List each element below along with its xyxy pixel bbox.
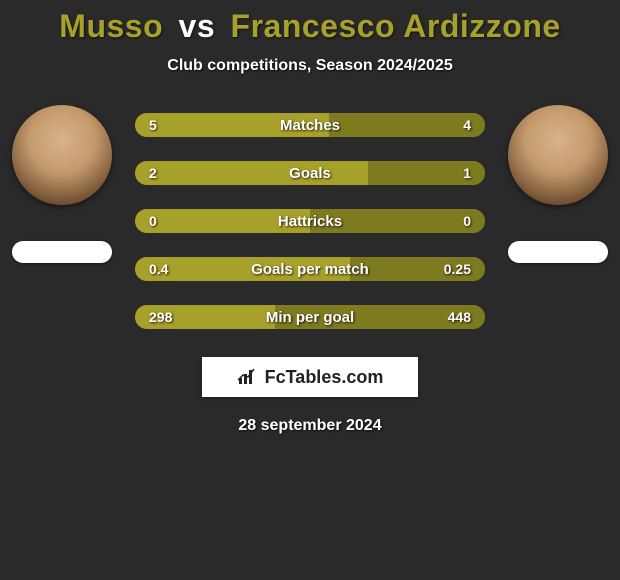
player-a-avatar — [12, 105, 112, 205]
player-a-name: Musso — [59, 8, 163, 44]
stat-bar: 54Matches — [135, 113, 485, 137]
comparison-infographic: Musso vs Francesco Ardizzone Club compet… — [0, 0, 620, 435]
player-a-column — [7, 105, 117, 263]
stat-bar-right-fill — [329, 113, 485, 137]
player-b-column — [503, 105, 613, 263]
player-b-country-pill — [508, 241, 608, 263]
stat-value-left: 5 — [149, 113, 157, 137]
player-a-country-pill — [12, 241, 112, 263]
stat-bar: 21Goals — [135, 161, 485, 185]
player-b-name: Francesco Ardizzone — [231, 8, 561, 44]
stat-bar-left-fill — [135, 161, 368, 185]
stat-value-left: 0 — [149, 209, 157, 233]
logo-text: FcTables.com — [265, 367, 384, 388]
stat-bar-left-fill — [135, 113, 329, 137]
stat-value-left: 0.4 — [149, 257, 168, 281]
stat-value-right: 4 — [463, 113, 471, 137]
stat-bar-left-fill — [135, 209, 310, 233]
stat-value-right: 448 — [448, 305, 471, 329]
stat-value-right: 1 — [463, 161, 471, 185]
stat-bar: 00Hattricks — [135, 209, 485, 233]
stat-bar-right-fill — [310, 209, 485, 233]
bar-chart-icon — [237, 368, 259, 386]
stat-value-left: 2 — [149, 161, 157, 185]
page-title: Musso vs Francesco Ardizzone — [0, 8, 620, 45]
stat-value-right: 0 — [463, 209, 471, 233]
date-label: 28 september 2024 — [0, 417, 620, 435]
stat-bar: 298448Min per goal — [135, 305, 485, 329]
fctables-logo: FcTables.com — [202, 357, 418, 397]
vs-label: vs — [179, 8, 216, 44]
stat-value-right: 0.25 — [444, 257, 471, 281]
comparison-body: 54Matches21Goals00Hattricks0.40.25Goals … — [0, 105, 620, 329]
stat-bar: 0.40.25Goals per match — [135, 257, 485, 281]
player-b-avatar — [508, 105, 608, 205]
subtitle: Club competitions, Season 2024/2025 — [0, 57, 620, 75]
stats-column: 54Matches21Goals00Hattricks0.40.25Goals … — [135, 105, 485, 329]
stat-value-left: 298 — [149, 305, 172, 329]
